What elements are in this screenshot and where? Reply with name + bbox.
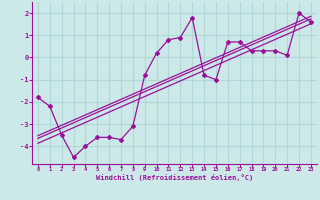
X-axis label: Windchill (Refroidissement éolien,°C): Windchill (Refroidissement éolien,°C) — [96, 174, 253, 181]
